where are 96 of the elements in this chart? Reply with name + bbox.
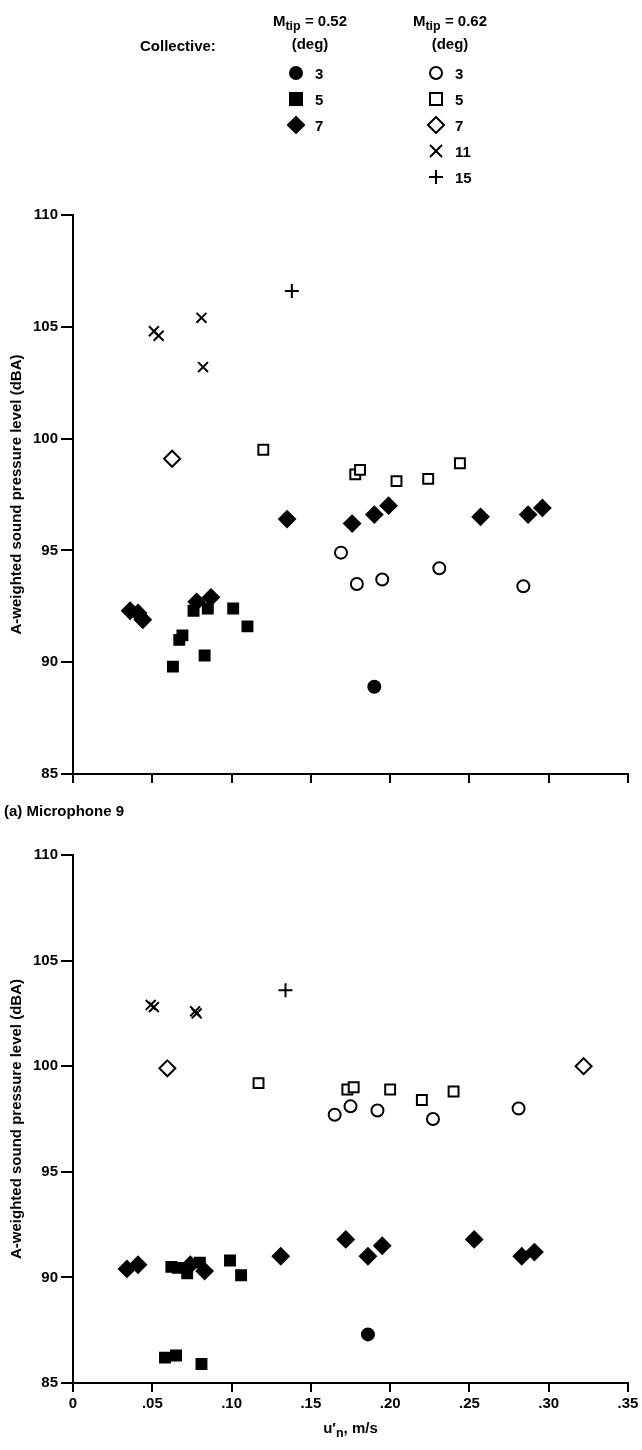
x-tick-label: .10 xyxy=(221,1394,243,1412)
point xyxy=(176,629,189,642)
point xyxy=(327,1107,342,1122)
point xyxy=(447,1085,460,1098)
y-tick-label: 100 xyxy=(33,428,59,446)
point xyxy=(334,545,348,560)
point xyxy=(181,1267,194,1280)
point xyxy=(390,475,403,488)
point xyxy=(159,1351,171,1364)
point xyxy=(201,602,214,615)
point xyxy=(163,449,182,468)
point xyxy=(147,325,160,338)
point xyxy=(384,1083,397,1096)
point xyxy=(511,1101,526,1116)
legend-label: 11 xyxy=(455,142,471,160)
x-tick-label: .15 xyxy=(300,1394,322,1412)
point xyxy=(129,1255,148,1274)
point xyxy=(195,1358,208,1370)
point xyxy=(166,660,179,673)
y-tick-label: 85 xyxy=(41,764,59,782)
point xyxy=(360,1327,375,1342)
point xyxy=(516,579,531,594)
point xyxy=(370,1103,385,1118)
point xyxy=(519,505,538,524)
point xyxy=(257,443,270,456)
point xyxy=(415,1094,428,1106)
point xyxy=(117,1259,136,1278)
point xyxy=(278,510,297,529)
point xyxy=(358,1247,377,1266)
point xyxy=(373,1236,392,1255)
x-tick-label: 0 xyxy=(68,1394,78,1412)
y-tick-label: 100 xyxy=(33,1056,59,1074)
y-tick-label: 85 xyxy=(41,1373,59,1391)
text: M$_{tip}$ = 0.62 (deg) xyxy=(411,12,489,52)
point xyxy=(343,514,362,533)
y-tick-label: 110 xyxy=(33,845,59,863)
point xyxy=(227,602,240,615)
y-axis-title: A-weighted sound pressure level (dBA) xyxy=(7,354,25,635)
point xyxy=(422,472,435,485)
point xyxy=(277,982,294,999)
point xyxy=(349,576,364,591)
point xyxy=(187,604,200,617)
point xyxy=(271,1247,290,1266)
point xyxy=(252,1077,265,1090)
point xyxy=(379,496,398,515)
text: M$_{tip}$ = 0.52 (deg) xyxy=(271,12,349,52)
y-tick-label: 95 xyxy=(41,540,59,558)
point xyxy=(198,649,211,662)
point xyxy=(347,1081,360,1094)
point xyxy=(336,1230,355,1249)
point xyxy=(193,1256,206,1269)
legend-label: 3 xyxy=(455,64,464,82)
legend-label: 5 xyxy=(315,90,324,108)
text: (a) Microphone 9 xyxy=(4,802,125,820)
x-axis-title: u′$_{n}$, m/s xyxy=(323,1419,378,1440)
x-tick-label: .30 xyxy=(538,1394,560,1412)
point xyxy=(354,463,366,476)
legend-label: 15 xyxy=(455,168,472,186)
point xyxy=(512,1247,531,1266)
x-tick-label: .25 xyxy=(459,1394,480,1412)
point xyxy=(235,1269,248,1282)
point xyxy=(453,457,466,470)
y-axis-title: A-weighted sound pressure level (dBA) xyxy=(7,978,25,1260)
point xyxy=(574,1057,593,1076)
point xyxy=(152,329,165,342)
point xyxy=(241,620,254,633)
point xyxy=(365,505,384,524)
x-tick-label: .05 xyxy=(141,1394,163,1412)
point xyxy=(224,1254,236,1267)
point xyxy=(525,1243,544,1262)
point xyxy=(367,679,382,694)
point xyxy=(343,1099,358,1114)
y-tick-label: 95 xyxy=(41,1161,59,1179)
point xyxy=(375,572,390,587)
x-tick-label: .20 xyxy=(379,1394,401,1412)
point xyxy=(425,1112,440,1126)
point xyxy=(195,311,208,324)
point xyxy=(170,1349,183,1362)
point xyxy=(533,498,552,517)
y-tick-label: 110 xyxy=(33,205,59,223)
y-tick-label: 90 xyxy=(41,1267,59,1285)
x-tick-label: .35 xyxy=(617,1394,639,1412)
y-tick-label: 105 xyxy=(33,316,59,334)
legend-label: 5 xyxy=(455,90,464,108)
y-tick-label: 90 xyxy=(41,652,59,670)
point xyxy=(197,361,209,373)
point xyxy=(158,1059,177,1078)
legend-label: 3 xyxy=(315,64,324,82)
legend-title: Collective: xyxy=(140,37,216,54)
legend-label: 7 xyxy=(455,116,464,134)
point xyxy=(283,283,300,300)
y-tick-label: 105 xyxy=(33,950,59,968)
point xyxy=(432,561,447,576)
legend-label: 7 xyxy=(315,116,324,134)
point xyxy=(465,1230,484,1249)
point xyxy=(471,507,490,526)
